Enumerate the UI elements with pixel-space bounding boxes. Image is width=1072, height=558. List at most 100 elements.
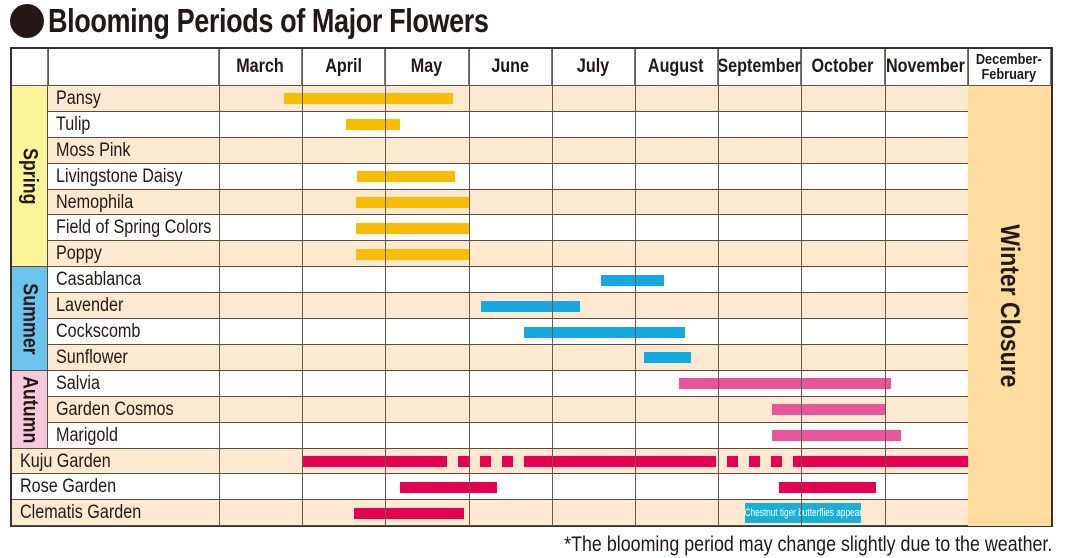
bloom-bar xyxy=(644,352,691,364)
month-divider-line xyxy=(718,49,720,527)
row-name: Clematis Garden xyxy=(20,500,163,526)
row-name: Livingstone Daisy xyxy=(56,164,205,190)
row-name-label: Poppy xyxy=(56,243,102,265)
bloom-bar xyxy=(778,481,877,493)
bloom-bar xyxy=(481,300,581,312)
month-divider-line xyxy=(302,49,304,527)
winter-closure: Winter Closure xyxy=(967,86,1051,527)
row-name-label: Marigold xyxy=(56,424,118,446)
row-name-label: Moss Pink xyxy=(56,139,131,161)
bloom-bar xyxy=(346,119,401,131)
row-name-label: Casablanca xyxy=(56,269,142,291)
bloom-bar xyxy=(772,430,902,442)
month-divider-line xyxy=(468,49,470,527)
month-header-label: November xyxy=(886,56,966,77)
month-divider-line xyxy=(801,49,803,527)
row-name-label: Nemophila xyxy=(56,191,134,213)
month-header: April xyxy=(302,49,386,86)
header-blank-category xyxy=(12,49,48,86)
month-header-label: March xyxy=(236,56,284,77)
bloom-bar xyxy=(353,507,465,519)
bloom-bar xyxy=(357,171,456,183)
month-divider-line xyxy=(635,49,636,527)
bloom-bar xyxy=(400,481,497,493)
bloom-bar xyxy=(356,222,469,234)
month-divider-line xyxy=(551,49,553,527)
category-label-summer: Summer xyxy=(12,267,48,371)
month-header-label: October xyxy=(811,56,874,77)
divider-line xyxy=(48,49,49,86)
month-header-label: May xyxy=(410,56,443,77)
table-row xyxy=(48,137,968,164)
month-divider-line xyxy=(385,49,387,527)
month-header-label: September xyxy=(717,56,802,77)
row-name: Moss Pink xyxy=(56,138,144,164)
month-header-label: December- February xyxy=(975,51,1042,83)
row-name: Kuju Garden xyxy=(20,449,127,475)
butterfly-annotation: Chestnut tiger butterflies appear xyxy=(744,503,862,524)
month-header: August xyxy=(635,49,719,86)
row-name: Cockscomb xyxy=(56,319,155,345)
row-name-label: Lavender xyxy=(56,295,124,317)
row-name: Pansy xyxy=(56,86,109,112)
bloom-bar xyxy=(524,326,685,338)
month-header: September xyxy=(717,49,802,86)
header-blank-name xyxy=(48,49,219,86)
table-row xyxy=(48,215,968,242)
month-header: July xyxy=(551,49,635,86)
month-header-label: April xyxy=(324,56,362,77)
row-name-label: Clematis Garden xyxy=(20,502,142,524)
month-header: June xyxy=(468,49,552,86)
row-name: Tulip xyxy=(56,112,96,138)
row-name-label: Field of Spring Colors xyxy=(56,217,212,239)
table-row xyxy=(48,163,968,190)
month-header: November xyxy=(884,49,968,86)
row-name-label: Sunflower xyxy=(56,346,128,368)
bloom-bar xyxy=(679,378,892,390)
row-name: Salvia xyxy=(56,371,108,397)
bloom-bar xyxy=(772,404,885,416)
table-row xyxy=(48,345,968,371)
bloom-bar xyxy=(801,456,968,468)
table-row xyxy=(48,267,968,294)
month-header: March xyxy=(219,49,303,86)
month-header-label: June xyxy=(490,56,529,77)
category-label-spring-label: Spring xyxy=(18,147,42,205)
row-name-label: Salvia xyxy=(56,372,100,394)
bloom-bar xyxy=(356,197,469,209)
month-divider-line xyxy=(884,49,886,527)
row-name: Rose Garden xyxy=(20,475,133,501)
row-name-label: Livingstone Daisy xyxy=(56,165,183,187)
row-name: Casablanca xyxy=(56,267,156,293)
bloom-bar xyxy=(356,248,469,260)
row-name-label: Pansy xyxy=(56,87,101,109)
bloom-chart: March April May June July August September Octo… xyxy=(10,47,1053,527)
category-label-autumn-label: Autumn xyxy=(18,375,42,443)
month-header-label: August xyxy=(648,56,704,77)
month-divider-line xyxy=(219,49,220,527)
category-label-autumn: Autumn xyxy=(12,370,48,449)
row-name: Marigold xyxy=(56,423,129,449)
title-text: Blooming Periods of Major Flowers xyxy=(48,2,489,39)
bloom-bar xyxy=(283,93,453,105)
winter-closure-label: Winter Closure xyxy=(994,224,1025,388)
month-header: October xyxy=(801,49,885,86)
row-name-label: Tulip xyxy=(56,113,91,135)
bloom-bar-dashed xyxy=(704,456,802,468)
chart-title: Blooming Periods of Major Flowers xyxy=(10,2,585,40)
row-name-label: Cockscomb xyxy=(56,321,141,343)
bloom-bar xyxy=(600,274,665,286)
row-name-label: Kuju Garden xyxy=(20,450,111,472)
category-label-spring: Spring xyxy=(12,86,48,268)
table-row xyxy=(48,189,968,216)
row-name: Poppy xyxy=(56,241,110,267)
category-label-summer-label: Summer xyxy=(18,282,42,355)
row-name: Sunflower xyxy=(56,345,141,371)
month-header-label: July xyxy=(576,56,610,77)
bloom-bar xyxy=(302,456,437,468)
table-row xyxy=(48,241,968,268)
table-row xyxy=(48,319,968,345)
month-header: May xyxy=(385,49,469,86)
row-name: Field of Spring Colors xyxy=(56,216,239,242)
bullet-icon xyxy=(10,4,44,38)
